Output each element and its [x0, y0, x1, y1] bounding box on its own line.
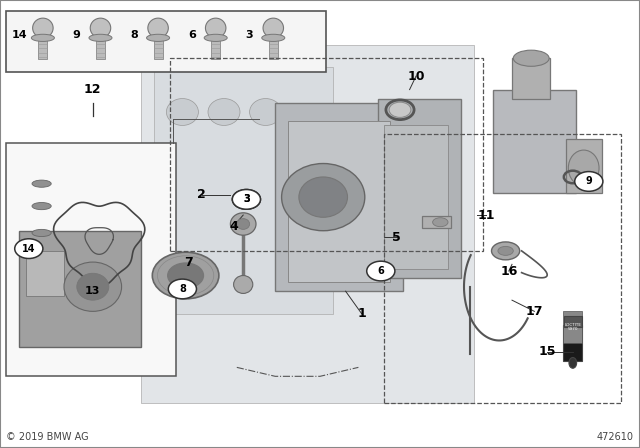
- Text: 14: 14: [22, 244, 36, 254]
- Bar: [141, 45, 474, 403]
- Ellipse shape: [250, 99, 282, 125]
- Ellipse shape: [282, 164, 365, 231]
- Text: 4: 4: [229, 220, 238, 233]
- Circle shape: [367, 261, 395, 281]
- Bar: [38, 37, 47, 59]
- Text: 13: 13: [85, 286, 100, 296]
- Ellipse shape: [433, 218, 448, 227]
- Circle shape: [232, 190, 260, 209]
- Bar: [211, 37, 220, 59]
- Text: 15: 15: [538, 345, 556, 358]
- Ellipse shape: [262, 34, 285, 41]
- Bar: [566, 139, 602, 193]
- Circle shape: [575, 172, 603, 191]
- Bar: [422, 216, 451, 228]
- Ellipse shape: [32, 229, 51, 237]
- Text: 2: 2: [197, 188, 206, 202]
- Bar: [269, 37, 278, 59]
- Ellipse shape: [32, 180, 51, 187]
- Ellipse shape: [513, 50, 549, 66]
- Ellipse shape: [77, 273, 109, 300]
- Ellipse shape: [32, 202, 51, 210]
- Ellipse shape: [237, 219, 250, 229]
- Bar: [384, 125, 448, 269]
- Ellipse shape: [33, 18, 53, 38]
- Bar: [26, 251, 64, 296]
- Bar: [96, 37, 105, 59]
- Ellipse shape: [208, 99, 240, 125]
- Text: 6: 6: [378, 266, 384, 276]
- Text: 3: 3: [246, 30, 253, 40]
- Text: 7: 7: [184, 255, 193, 269]
- Bar: [170, 58, 483, 251]
- Bar: [563, 311, 582, 343]
- Bar: [493, 90, 576, 193]
- Ellipse shape: [230, 213, 256, 235]
- Bar: [19, 231, 141, 347]
- Ellipse shape: [568, 150, 599, 186]
- Bar: [154, 37, 163, 59]
- Text: 10: 10: [407, 69, 425, 83]
- Bar: [275, 103, 403, 291]
- Ellipse shape: [205, 18, 226, 38]
- Bar: [378, 99, 461, 278]
- Text: 6: 6: [188, 30, 196, 40]
- Circle shape: [15, 239, 43, 258]
- Ellipse shape: [569, 358, 577, 368]
- Bar: [384, 134, 621, 403]
- Circle shape: [232, 190, 260, 209]
- Text: 9: 9: [73, 30, 81, 40]
- Text: 3: 3: [243, 194, 250, 204]
- Text: 1: 1: [357, 307, 366, 320]
- Circle shape: [168, 263, 204, 288]
- Text: © 2019 BMW AG: © 2019 BMW AG: [6, 432, 89, 442]
- Ellipse shape: [147, 34, 170, 41]
- Text: 472610: 472610: [596, 432, 634, 442]
- Ellipse shape: [492, 242, 520, 260]
- Ellipse shape: [204, 34, 227, 41]
- Text: 8: 8: [179, 284, 186, 294]
- Ellipse shape: [299, 177, 348, 217]
- Ellipse shape: [31, 34, 54, 41]
- Text: 11: 11: [477, 208, 495, 222]
- Ellipse shape: [234, 276, 253, 293]
- Ellipse shape: [263, 18, 284, 38]
- Ellipse shape: [90, 18, 111, 38]
- Text: 16: 16: [500, 264, 518, 278]
- Bar: [564, 316, 582, 327]
- Circle shape: [152, 252, 219, 299]
- Text: 8: 8: [131, 30, 138, 40]
- Ellipse shape: [148, 18, 168, 38]
- Ellipse shape: [498, 246, 513, 255]
- Bar: [6, 143, 176, 376]
- Bar: [154, 67, 333, 314]
- Text: 12: 12: [84, 83, 102, 96]
- Bar: [563, 325, 582, 361]
- Ellipse shape: [64, 262, 122, 311]
- Bar: [288, 121, 390, 282]
- Ellipse shape: [166, 99, 198, 125]
- Text: 14: 14: [12, 30, 27, 40]
- Circle shape: [389, 102, 411, 117]
- Text: 9: 9: [586, 177, 592, 186]
- Bar: [512, 58, 550, 99]
- Ellipse shape: [89, 34, 112, 41]
- Bar: [6, 11, 326, 72]
- Circle shape: [168, 279, 196, 299]
- Text: LOCTITE
5970: LOCTITE 5970: [564, 323, 581, 332]
- Text: 5: 5: [392, 231, 401, 244]
- Text: 3: 3: [243, 194, 250, 204]
- Text: 17: 17: [525, 305, 543, 318]
